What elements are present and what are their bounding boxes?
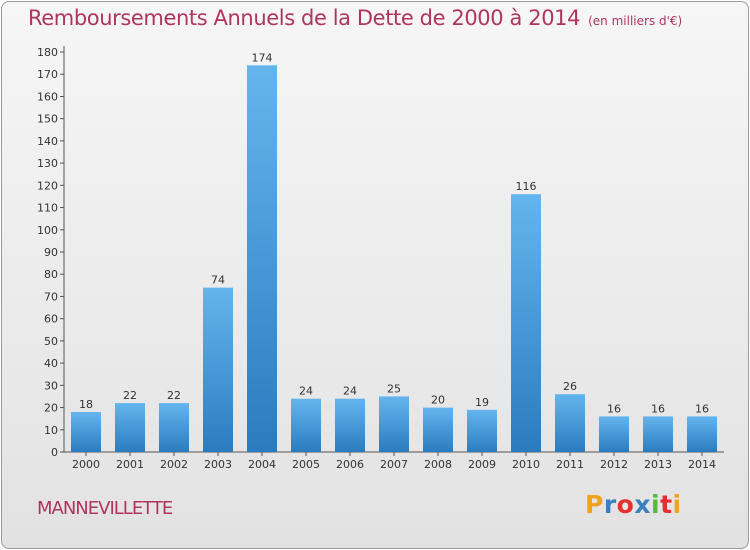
bar-value-label: 18: [79, 398, 93, 411]
x-tick-label: 2014: [688, 458, 716, 471]
logo-letter: t: [660, 490, 673, 519]
logo-letter: o: [616, 490, 635, 519]
x-tick-label: 2003: [204, 458, 232, 471]
bar: [291, 398, 321, 452]
x-tick-label: 2009: [468, 458, 496, 471]
bar: [71, 412, 101, 452]
chart-axes: 0 10 20 30 40 50 60 70 80 90 100 110 120 130 140 150 160…: [37, 46, 724, 459]
x-tick-label: 2011: [556, 458, 584, 471]
bar-value-label: 16: [651, 402, 665, 415]
y-tick-label: 40: [44, 357, 58, 370]
bar: [511, 194, 541, 452]
y-tick-label: 160: [37, 90, 58, 103]
y-tick-label: 20: [44, 402, 58, 415]
chart-bars: [71, 65, 717, 453]
bar-value-label: 16: [695, 402, 709, 415]
y-tick-label: 100: [37, 224, 58, 237]
y-tick-label: 50: [44, 335, 58, 348]
bar-value-label: 22: [123, 389, 137, 402]
bar-value-label: 16: [607, 402, 621, 415]
bar-value-label: 74: [211, 274, 225, 287]
y-tick-label: 130: [37, 157, 58, 170]
y-tick-label: 120: [37, 179, 58, 192]
y-tick-label: 80: [44, 268, 58, 281]
y-tick-label: 70: [44, 290, 58, 303]
x-tick-label: 2010: [512, 458, 540, 471]
x-tick-label: 2013: [644, 458, 672, 471]
y-tick-label: 140: [37, 135, 58, 148]
bar-value-label: 24: [343, 385, 357, 398]
bar: [379, 396, 409, 452]
bar: [599, 416, 629, 452]
chart-title: Remboursements Annuels de la Dette de 20…: [28, 6, 682, 30]
bar: [555, 394, 585, 452]
y-tick-label: 10: [44, 424, 58, 437]
chart-title-text: Remboursements Annuels de la Dette de 20…: [28, 6, 581, 30]
bar-value-label: 20: [431, 394, 445, 407]
bar-value-label: 19: [475, 396, 489, 409]
chart-subtitle: (en milliers d'€): [588, 14, 683, 28]
x-tick-label: 2005: [292, 458, 320, 471]
x-tick-label: 2012: [600, 458, 628, 471]
logo-letter: x: [634, 490, 651, 519]
bar: [335, 398, 365, 452]
x-tick-label: 2007: [380, 458, 408, 471]
x-tick-label: 2002: [160, 458, 188, 471]
y-tick-label: 180: [37, 46, 58, 59]
logo-letter: r: [603, 490, 617, 519]
place-name: MANNEVILLETTE: [37, 498, 173, 519]
bar-value-label: 26: [563, 380, 577, 393]
x-tick-label: 2006: [336, 458, 364, 471]
bar: [643, 416, 673, 452]
y-tick-label: 90: [44, 246, 58, 259]
proxiti-logo: Proxiti: [585, 490, 682, 519]
y-tick-label: 30: [44, 379, 58, 392]
y-tick-label: 0: [51, 446, 58, 459]
bar-value-label: 24: [299, 385, 313, 398]
bar-value-label: 22: [167, 389, 181, 402]
y-tick-label: 60: [44, 313, 58, 326]
chart-labels: 2000 18 2001 22 2002 22 2003 74 2004 174 2005 24 200…: [72, 51, 716, 471]
bar: [423, 407, 453, 452]
logo-letter: P: [585, 490, 604, 519]
logo-letter: i: [651, 490, 661, 519]
bar: [247, 65, 277, 453]
x-tick-label: 2004: [248, 458, 276, 471]
bar: [687, 416, 717, 452]
bar: [159, 403, 189, 452]
y-tick-label: 110: [37, 202, 58, 215]
bar-value-label: 25: [387, 382, 401, 395]
bar: [115, 403, 145, 452]
bar-value-label: 116: [516, 180, 537, 193]
y-tick-label: 170: [37, 68, 58, 81]
bar: [203, 287, 233, 452]
x-tick-label: 2008: [424, 458, 452, 471]
bar-value-label: 174: [252, 51, 273, 64]
x-tick-label: 2001: [116, 458, 144, 471]
logo-letter: i: [672, 490, 682, 519]
bar: [467, 409, 497, 452]
x-tick-label: 2000: [72, 458, 100, 471]
y-tick-label: 150: [37, 113, 58, 126]
